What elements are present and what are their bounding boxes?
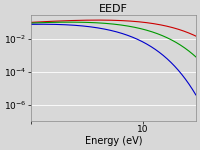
Title: EEDF: EEDF bbox=[99, 4, 128, 14]
X-axis label: Energy (eV): Energy (eV) bbox=[85, 136, 142, 146]
